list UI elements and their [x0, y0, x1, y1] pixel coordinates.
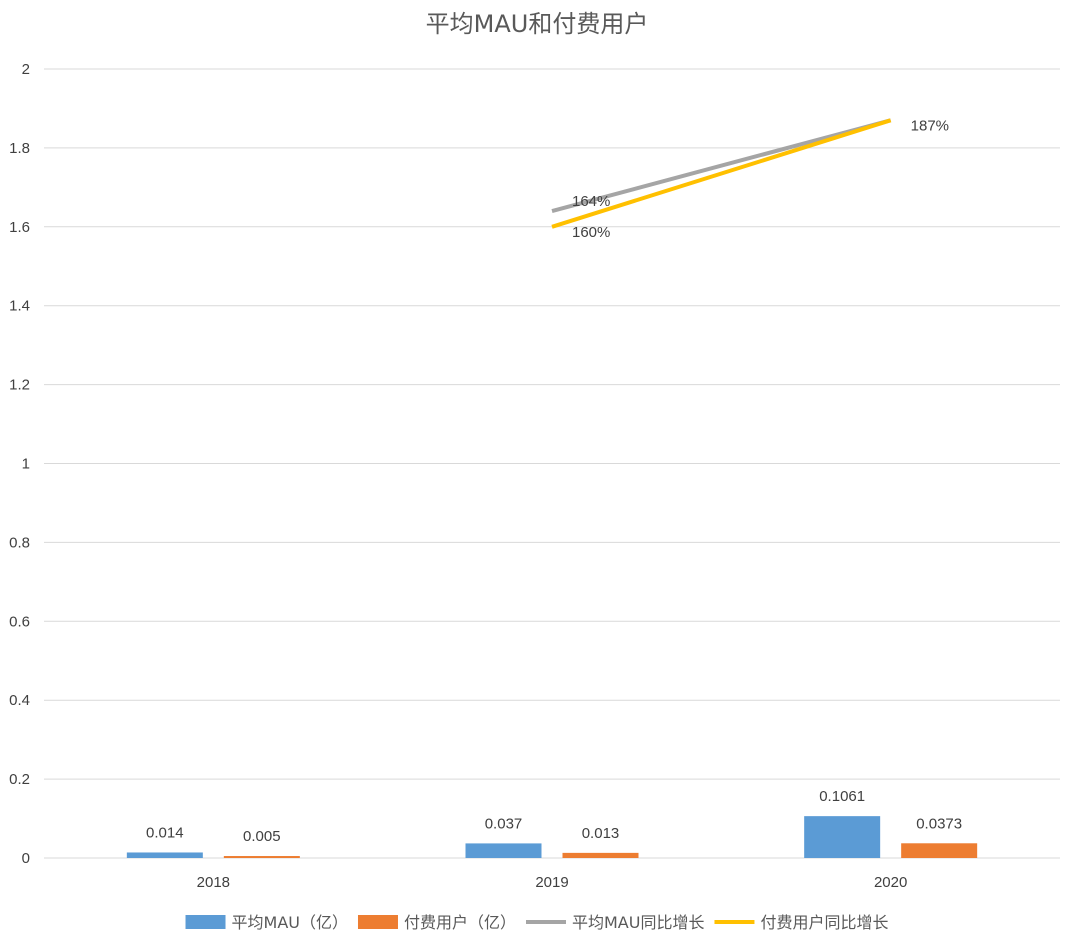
line-data-label: 187% [911, 117, 949, 134]
series-line [551, 118, 892, 213]
y-tick-label: 1 [22, 456, 30, 473]
y-axis-ticks: 0 0.2 0.4 0.6 0.8 1 1.2 1.4 1.6 1.8 2 [9, 61, 30, 867]
legend-swatch [357, 915, 398, 929]
bar-data-label: 0.005 [243, 828, 281, 845]
bars [126, 816, 978, 858]
bar [804, 816, 881, 858]
y-tick-label: 0.6 [9, 613, 30, 630]
bar-data-label: 0.014 [146, 824, 184, 841]
y-tick-label: 1.4 [9, 298, 30, 315]
bar-data-label: 0.037 [485, 815, 523, 832]
bar [901, 843, 978, 858]
x-tick-label: 2020 [874, 874, 907, 891]
lines [551, 118, 892, 229]
y-tick-label: 1.6 [9, 219, 30, 236]
bar [126, 852, 203, 858]
x-tick-label: 2018 [197, 874, 230, 891]
line-data-label: 160% [572, 224, 610, 241]
bar-data-label: 0.013 [582, 825, 620, 842]
bar-data-label: 0.0373 [916, 815, 962, 832]
legend-swatch [185, 915, 226, 929]
series-line [551, 118, 892, 229]
bar [465, 843, 542, 858]
y-tick-label: 0.2 [9, 771, 30, 788]
legend-label: 付费用户同比增长 [760, 913, 888, 932]
x-tick-label: 2019 [535, 874, 568, 891]
bar [562, 852, 639, 858]
y-tick-label: 0.8 [9, 534, 30, 551]
bar-data-label: 0.1061 [819, 788, 865, 805]
gridlines [44, 68, 1060, 859]
y-tick-label: 0.4 [9, 692, 30, 709]
legend-label: 付费用户（亿） [404, 913, 516, 932]
y-tick-label: 1.8 [9, 140, 30, 157]
legend: 平均MAU（亿） 付费用户（亿） 平均MAU同比增长 付费用户同比增长 [185, 913, 888, 932]
line-data-label: 164% [572, 193, 610, 210]
y-tick-label: 0 [22, 850, 30, 867]
data-labels: 0.014 0.037 0.1061 0.005 0.013 0.0373 164% 160%… [146, 117, 962, 845]
legend-label: 平均MAU同比增长 [572, 913, 704, 932]
x-axis-ticks: 2018 2019 2020 [197, 874, 908, 891]
y-tick-label: 1.2 [9, 377, 30, 394]
y-tick-label: 2 [22, 61, 30, 78]
legend-label: 平均MAU（亿） [232, 913, 348, 932]
bar [223, 856, 300, 858]
chart-title: 平均MAU和付费用户 [426, 10, 649, 38]
